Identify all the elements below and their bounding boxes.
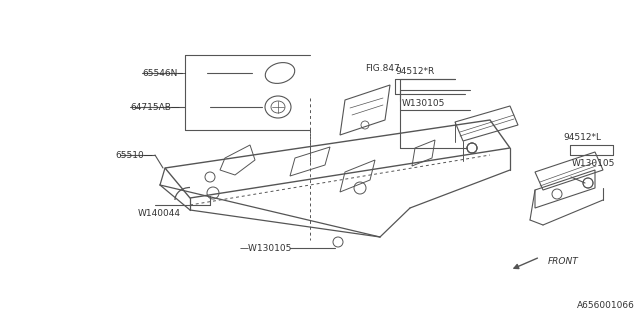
Text: FRONT: FRONT [548, 257, 579, 266]
Text: A656001066: A656001066 [577, 301, 635, 310]
Text: 64715AB—: 64715AB— [130, 102, 180, 111]
Text: 94512*L: 94512*L [563, 132, 601, 141]
Text: W130105: W130105 [402, 99, 445, 108]
Text: FIG.847: FIG.847 [365, 63, 400, 73]
Text: —W130105: —W130105 [240, 244, 292, 252]
Text: 65546N—: 65546N— [142, 68, 186, 77]
Text: 94512*R: 94512*R [395, 67, 435, 76]
Text: W130105: W130105 [572, 158, 616, 167]
Text: 65510—: 65510— [115, 150, 153, 159]
Text: W140044: W140044 [138, 209, 181, 218]
